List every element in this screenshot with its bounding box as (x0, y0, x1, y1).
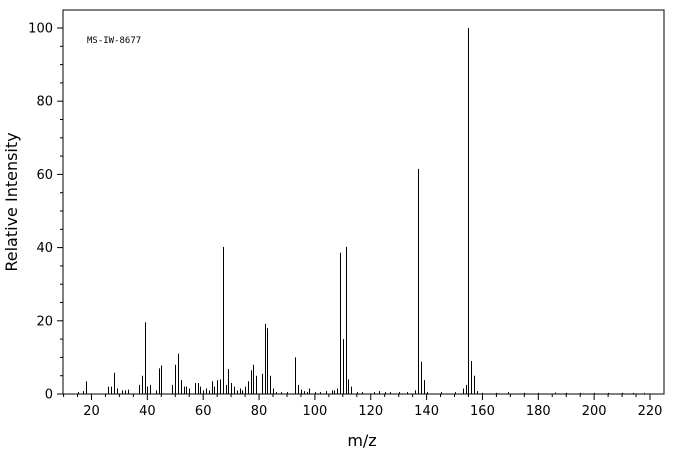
y-tick-label: 100 (28, 22, 53, 37)
plot-frame (62, 9, 665, 395)
x-tick-label: 60 (195, 404, 212, 419)
x-tick-label: 140 (414, 404, 439, 419)
x-tick-label: 100 (302, 404, 327, 419)
x-tick-label: 220 (638, 404, 663, 419)
y-tick-label: 80 (36, 95, 53, 110)
y-tick-label: 60 (36, 168, 53, 183)
x-tick-label: 200 (582, 404, 607, 419)
x-axis-label: m/z (347, 431, 376, 450)
y-axis-label: Relative Intensity (2, 132, 21, 271)
peak-series (78, 28, 645, 394)
y-axis-ticks: 0 20 40 60 80 100 (28, 22, 63, 403)
x-tick-label: 80 (251, 404, 268, 419)
x-tick-label: 120 (358, 404, 383, 419)
x-tick-label: 20 (83, 404, 100, 419)
y-tick-label: 0 (45, 388, 53, 403)
y-tick-label: 20 (36, 314, 53, 329)
x-tick-label: 160 (470, 404, 495, 419)
spectrum-id-annotation: MS-IW-8677 (87, 36, 141, 46)
x-tick-label: 40 (139, 404, 156, 419)
y-tick-label: 40 (36, 241, 53, 256)
x-axis-ticks: 20 40 60 80 100 120 140 160 180 200 220 (63, 394, 663, 419)
x-tick-label: 180 (526, 404, 551, 419)
